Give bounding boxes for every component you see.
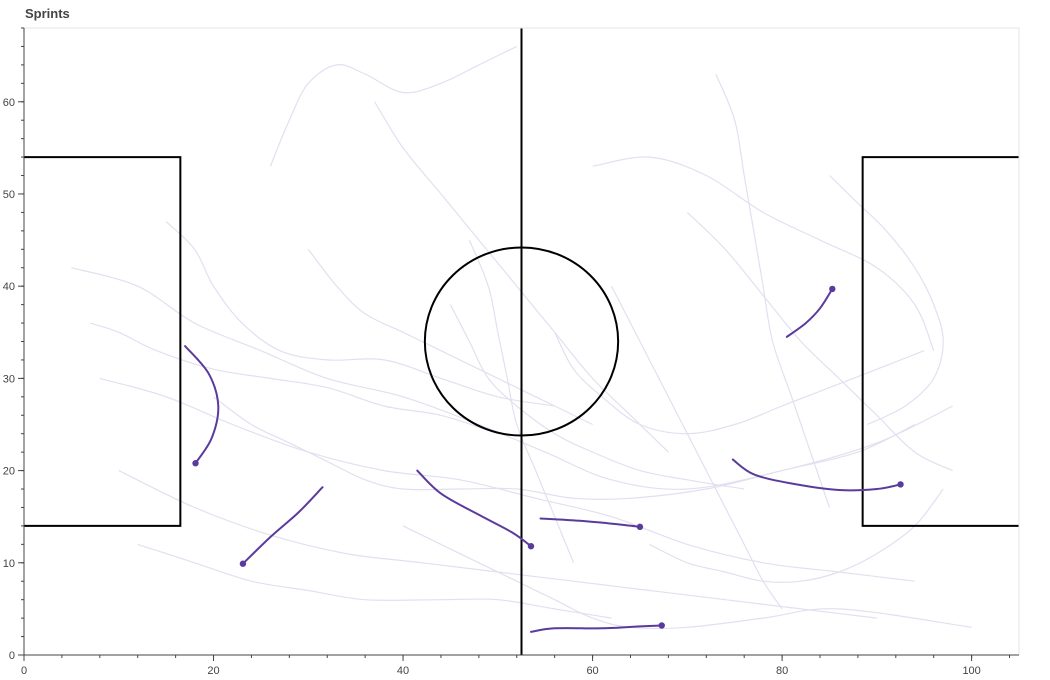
sprint-end-point-5 bbox=[897, 481, 904, 488]
sprint-end-point-4 bbox=[658, 622, 665, 629]
x-tick-label: 100 bbox=[962, 665, 980, 677]
axes-layer: 0 20 40 60 80 100 0 10 20 30 40 50 60 bbox=[3, 27, 1020, 677]
center-circle bbox=[423, 246, 620, 437]
pitch-markings-layer bbox=[24, 28, 1019, 655]
background-track-4 bbox=[374, 101, 669, 453]
left-penalty-box bbox=[24, 156, 182, 527]
background-track-3 bbox=[269, 45, 518, 167]
y-tick-label: 20 bbox=[3, 466, 15, 478]
sprint-series-layer bbox=[184, 285, 904, 633]
background-track-11 bbox=[554, 332, 925, 435]
sprint-end-point-0 bbox=[192, 460, 199, 467]
background-track-15 bbox=[307, 248, 593, 426]
background-track-17 bbox=[213, 396, 916, 501]
sprint-line-2 bbox=[416, 469, 532, 548]
sprint-end-point-2 bbox=[527, 542, 535, 550]
background-track-10 bbox=[715, 73, 831, 508]
sprint-end-point-3 bbox=[636, 523, 644, 531]
background-track-8 bbox=[165, 221, 555, 407]
background-track-16 bbox=[829, 175, 944, 426]
sprint-line-5 bbox=[731, 458, 902, 492]
background-track-18 bbox=[649, 488, 944, 583]
x-tick-label: 60 bbox=[586, 665, 598, 677]
background-track-0 bbox=[71, 267, 953, 490]
sprint-line-4 bbox=[530, 624, 663, 633]
y-tick-label: 0 bbox=[9, 650, 15, 662]
sprint-end-point-6 bbox=[829, 285, 836, 293]
y-tick-label: 10 bbox=[3, 558, 15, 570]
sprint-line-1 bbox=[241, 486, 324, 565]
sprint-line-3 bbox=[539, 517, 641, 528]
background-track-9 bbox=[449, 304, 745, 490]
sprint-line-0 bbox=[184, 345, 220, 465]
y-tick-label: 60 bbox=[3, 97, 15, 109]
chart-title: Sprints bbox=[25, 6, 70, 21]
background-track-19 bbox=[468, 239, 575, 564]
x-tick-label: 0 bbox=[21, 665, 27, 677]
background-track-12 bbox=[137, 543, 612, 619]
sprint-end-point-1 bbox=[239, 560, 247, 567]
background-track-7 bbox=[90, 322, 498, 435]
background-track-5 bbox=[592, 156, 935, 351]
background-tracks-layer bbox=[71, 45, 972, 630]
background-track-14 bbox=[610, 285, 783, 610]
background-track-13 bbox=[402, 525, 972, 630]
x-tick-label: 40 bbox=[397, 665, 409, 677]
y-tick-label: 30 bbox=[3, 373, 15, 385]
x-tick-label: 20 bbox=[207, 665, 219, 677]
background-track-1 bbox=[99, 377, 915, 582]
background-track-6 bbox=[686, 211, 953, 472]
y-tick-label: 50 bbox=[3, 189, 15, 201]
background-track-2 bbox=[118, 470, 877, 619]
x-tick-label: 80 bbox=[776, 665, 788, 677]
y-tick-label: 40 bbox=[3, 281, 15, 293]
right-penalty-box bbox=[861, 156, 1019, 527]
sprint-line-6 bbox=[785, 287, 834, 338]
